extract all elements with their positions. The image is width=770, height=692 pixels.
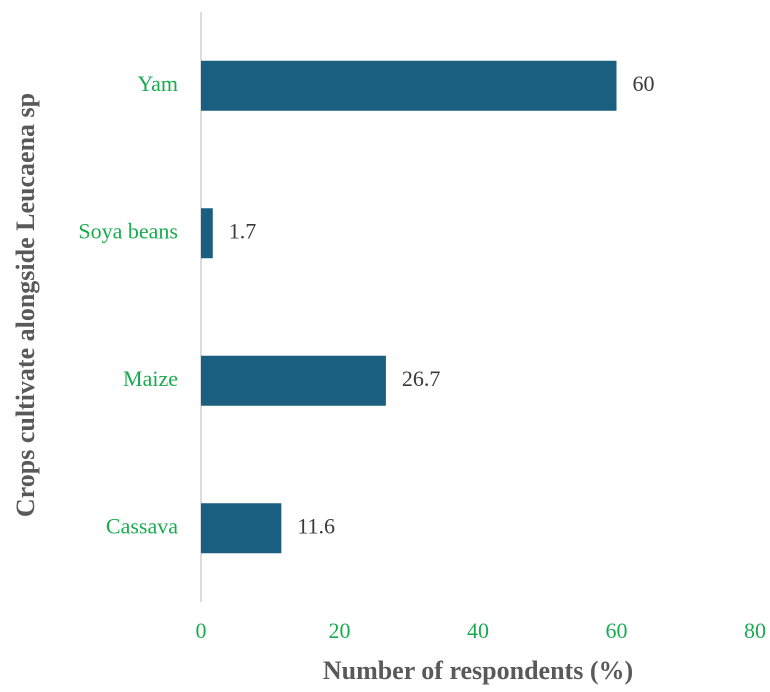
x-tick-label: 60 bbox=[606, 618, 628, 643]
x-tick-label: 80 bbox=[744, 618, 766, 643]
y-tick-label: Cassava bbox=[106, 513, 178, 538]
y-tick-label: Maize bbox=[123, 366, 178, 391]
bar bbox=[201, 355, 386, 406]
x-tick-label: 40 bbox=[467, 618, 489, 643]
y-tick-label: Yam bbox=[137, 71, 178, 96]
value-label: 26.7 bbox=[402, 366, 441, 391]
y-axis-title: Crops cultivate alongside Leucaena sp bbox=[11, 93, 40, 517]
bar bbox=[201, 208, 213, 259]
bar bbox=[201, 60, 617, 111]
value-label: 11.6 bbox=[297, 513, 335, 538]
value-label: 1.7 bbox=[229, 218, 257, 243]
y-tick-label: Soya beans bbox=[78, 218, 178, 243]
value-label: 60 bbox=[633, 71, 655, 96]
x-tick-label: 0 bbox=[196, 618, 207, 643]
x-axis-title: Number of respondents (%) bbox=[323, 656, 633, 685]
x-tick-label: 20 bbox=[329, 618, 351, 643]
bar bbox=[201, 503, 282, 554]
